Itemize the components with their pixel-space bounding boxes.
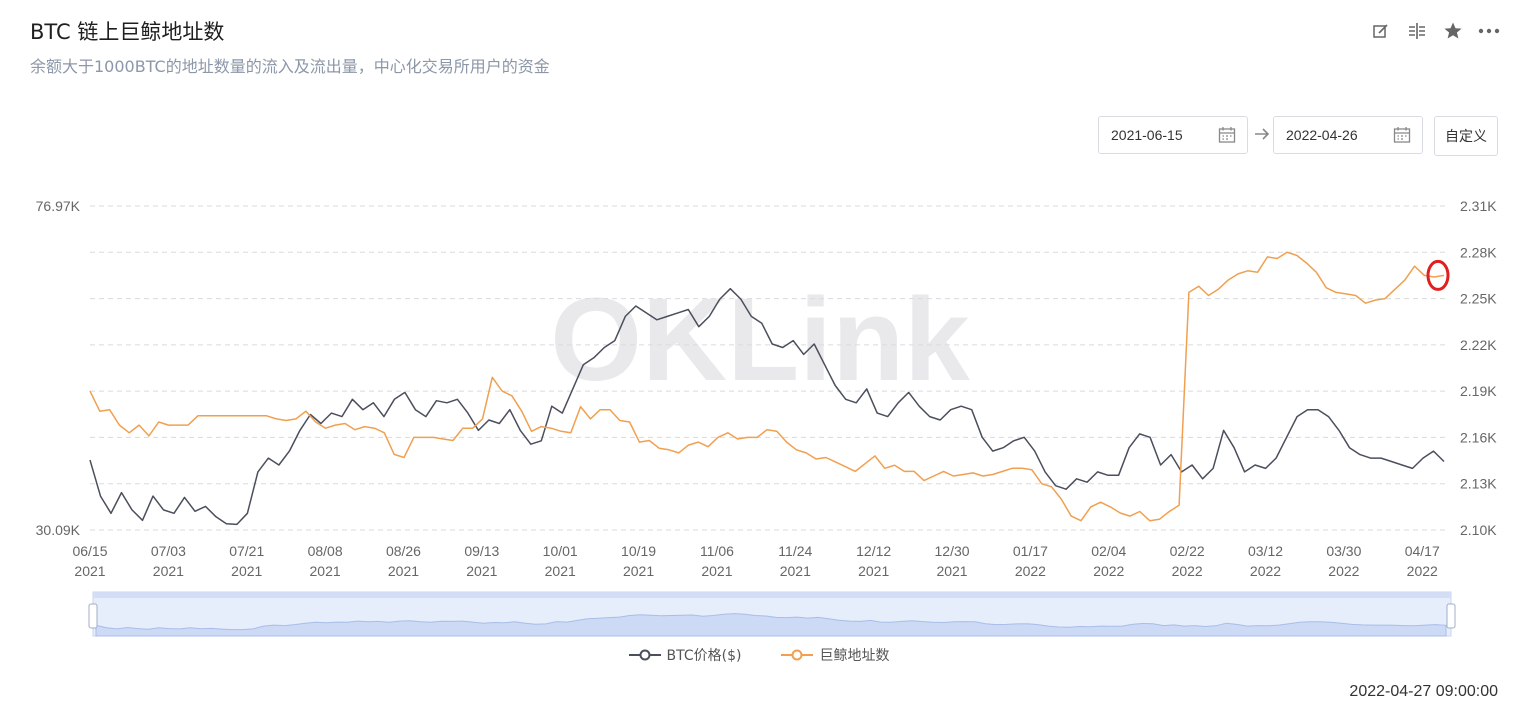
x-tick-year: 2021 [780,563,811,579]
chart-toolbar [1370,20,1500,42]
x-tick-label: 06/15 [72,543,107,559]
right-tick-label: 2.16K [1460,429,1497,445]
left-tick-label-top: 76.97K [36,198,81,214]
x-tick-year: 2021 [153,563,184,579]
highlight-marker [1426,259,1450,291]
x-tick-label: 01/17 [1013,543,1048,559]
start-date-input[interactable]: 2021-06-15 [1098,116,1248,154]
left-tick-label-bottom: 30.09K [36,522,81,538]
x-tick-year: 2021 [545,563,576,579]
custom-range-button[interactable]: 自定义 [1434,116,1498,156]
x-tick-label: 04/17 [1405,543,1440,559]
star-icon[interactable] [1442,20,1464,42]
end-date-value: 2022-04-26 [1286,127,1358,143]
x-tick-year: 2021 [388,563,419,579]
legend-item-whale-count[interactable]: 巨鲸地址数 [781,645,889,665]
x-tick-year: 2021 [936,563,967,579]
zoom-handle-left[interactable] [88,603,98,629]
x-tick-label: 10/19 [621,543,656,559]
legend-line-icon [628,649,661,661]
x-tick-year: 2022 [1328,563,1359,579]
x-tick-label: 02/22 [1170,543,1205,559]
legend-line-icon [781,649,814,661]
zoom-handle-right[interactable] [1446,603,1456,629]
x-tick-year: 2022 [1172,563,1203,579]
x-tick-label: 08/26 [386,543,421,559]
compare-icon[interactable] [1406,20,1428,42]
x-tick-label: 11/06 [700,543,734,559]
x-tick-year: 2022 [1093,563,1124,579]
edit-icon[interactable] [1370,20,1392,42]
calendar-icon [1217,125,1237,145]
legend-label-whale-count: 巨鲸地址数 [819,648,890,664]
right-tick-label: 2.10K [1460,522,1497,538]
x-tick-year: 2022 [1250,563,1281,579]
start-date-value: 2021-06-15 [1111,127,1183,143]
x-tick-label: 08/08 [308,543,343,559]
zoom-slider-bar [93,592,1451,598]
zoom-slider-preview [95,613,1447,637]
legend-item-btc-price[interactable]: BTC价格($) [628,645,742,665]
x-tick-label: 12/30 [935,543,970,559]
x-tick-year: 2021 [310,563,341,579]
chart-legend: BTC价格($) 巨鲸地址数 [0,645,1518,665]
x-tick-year: 2021 [701,563,732,579]
x-tick-year: 2021 [623,563,654,579]
x-tick-label: 12/12 [856,543,891,559]
chart-area: OKLink 2.31K 2.28K 2.25K 2.22K 2.19K 2.16K 2.13… [36,198,1497,637]
end-date-input[interactable]: 2022-04-26 [1273,116,1423,154]
calendar-icon [1392,125,1412,145]
series-line-btc-price [89,287,1445,526]
x-tick-label: 03/30 [1326,543,1361,559]
right-tick-label: 2.25K [1460,291,1497,307]
x-tick-label: 07/21 [229,543,264,559]
right-tick-label: 2.13K [1460,476,1497,492]
arrow-right-icon [1253,124,1271,144]
watermark: OKLink [550,274,970,406]
x-tick-year: 2021 [231,563,262,579]
right-tick-label: 2.19K [1460,383,1497,399]
right-tick-label: 2.31K [1460,198,1497,214]
x-tick-label: 10/01 [543,543,578,559]
update-timestamp: 2022-04-27 09:00:00 [1349,683,1498,700]
series-line-whale-count [89,251,1445,522]
x-tick-year: 2021 [858,563,889,579]
right-tick-label: 2.28K [1460,244,1497,260]
x-tick-year: 2021 [74,563,105,579]
page-title: BTC 链上巨鲸地址数 [30,20,225,44]
x-tick-year: 2021 [466,563,497,579]
x-tick-year: 2022 [1015,563,1046,579]
legend-label-btc-price: BTC价格($) [666,648,742,664]
x-tick-label: 09/13 [464,543,499,559]
more-icon[interactable] [1478,20,1500,42]
right-tick-label: 2.22K [1460,337,1497,353]
x-tick-year: 2022 [1407,563,1438,579]
x-tick-label: 07/03 [151,543,186,559]
page-subtitle: 余额大于1000BTC的地址数量的流入及流出量，中心化交易所用户的资金 [30,57,550,76]
x-tick-label: 03/12 [1248,543,1283,559]
x-tick-label: 11/24 [778,543,812,559]
x-tick-label: 02/04 [1091,543,1126,559]
